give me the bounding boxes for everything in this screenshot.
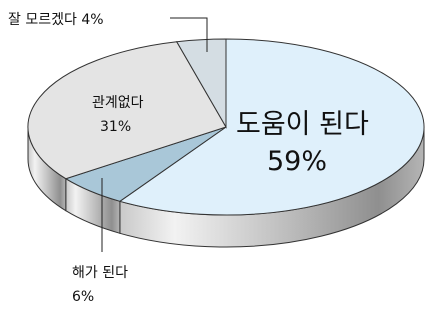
label-helpful-percent: 59%	[267, 146, 327, 177]
leader-line-dont-know	[170, 17, 208, 52]
label-unrelated-name: 관계없다	[92, 95, 144, 111]
label-helpful-name: 도움이 된다	[236, 109, 369, 140]
pie-slice-2	[27, 41, 227, 180]
pie-side-layer	[27, 126, 425, 248]
label-harmful-name: 해가 된다	[72, 265, 128, 281]
label-harmful-percent: 6%	[72, 289, 94, 305]
pie-slice-3	[175, 38, 227, 129]
pie-top-layer	[27, 38, 425, 216]
pie-slice-0	[118, 38, 425, 216]
label-unrelated-percent: 31%	[100, 119, 131, 135]
label-dont-know: 잘 모르겠다 4%	[8, 12, 104, 28]
